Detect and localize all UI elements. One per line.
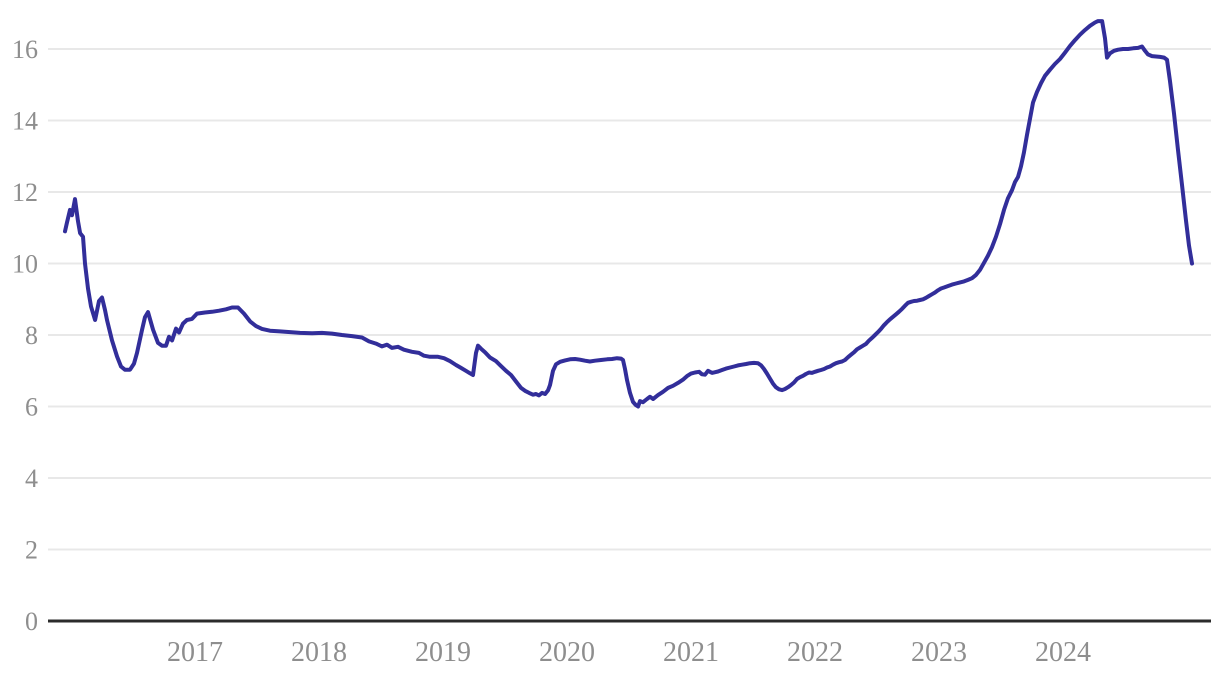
gridlines xyxy=(48,48,1211,623)
x-tick-label: 2019 xyxy=(415,637,471,668)
x-tick-label: 2020 xyxy=(539,637,595,668)
x-tick-label: 2018 xyxy=(291,637,347,668)
y-tick-label: 8 xyxy=(25,321,38,350)
y-tick-label: 14 xyxy=(12,107,38,136)
y-tick-label: 4 xyxy=(25,464,38,493)
y-tick-label: 16 xyxy=(12,35,38,64)
y-tick-label: 0 xyxy=(25,607,38,636)
x-tick-label: 2022 xyxy=(787,637,843,668)
y-tick-label: 10 xyxy=(12,250,38,279)
x-tick-label: 2024 xyxy=(1035,637,1091,668)
x-tick-label: 2023 xyxy=(911,637,967,668)
y-axis-tick-labels: 0 2 4 6 8 10 12 14 16 xyxy=(12,35,38,636)
y-tick-label: 2 xyxy=(25,536,38,565)
y-tick-label: 6 xyxy=(25,393,38,422)
x-tick-label: 2021 xyxy=(663,637,719,668)
y-tick-label: 12 xyxy=(12,178,38,207)
series-line-rate xyxy=(63,19,1194,409)
x-axis-tick-labels: 2017 2018 2019 2020 2021 2022 2023 2024 xyxy=(167,637,1091,668)
data-series xyxy=(63,19,1194,409)
x-tick-label: 2017 xyxy=(167,637,223,668)
